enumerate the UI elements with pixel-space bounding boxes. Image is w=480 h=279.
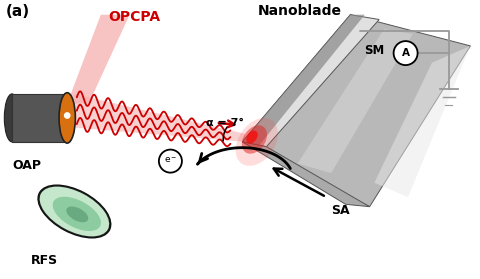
Text: RFS: RFS (31, 254, 59, 267)
Polygon shape (242, 15, 365, 145)
Circle shape (64, 112, 71, 119)
Text: A: A (402, 48, 409, 58)
Polygon shape (242, 15, 379, 147)
Text: OPCPA: OPCPA (108, 10, 160, 24)
Text: α = 7°: α = 7° (206, 118, 244, 128)
Polygon shape (12, 94, 67, 142)
Circle shape (394, 41, 418, 65)
Text: OAP: OAP (12, 159, 41, 172)
Circle shape (159, 150, 182, 173)
Ellipse shape (246, 131, 258, 144)
Ellipse shape (59, 93, 75, 143)
Ellipse shape (40, 187, 109, 236)
Text: Nanoblade: Nanoblade (258, 4, 342, 18)
Text: SM: SM (364, 44, 384, 57)
Ellipse shape (236, 118, 278, 166)
Ellipse shape (66, 206, 88, 222)
Polygon shape (242, 15, 470, 207)
Ellipse shape (53, 197, 101, 231)
Polygon shape (67, 15, 130, 104)
Ellipse shape (242, 125, 267, 154)
Polygon shape (374, 46, 470, 197)
Polygon shape (242, 142, 370, 207)
Text: SA: SA (331, 204, 350, 217)
Ellipse shape (38, 185, 111, 238)
Text: (a): (a) (6, 4, 30, 19)
Ellipse shape (4, 94, 20, 142)
Polygon shape (74, 94, 245, 142)
Text: e$^-$: e$^-$ (164, 155, 177, 165)
Polygon shape (298, 29, 413, 173)
Ellipse shape (60, 94, 75, 142)
